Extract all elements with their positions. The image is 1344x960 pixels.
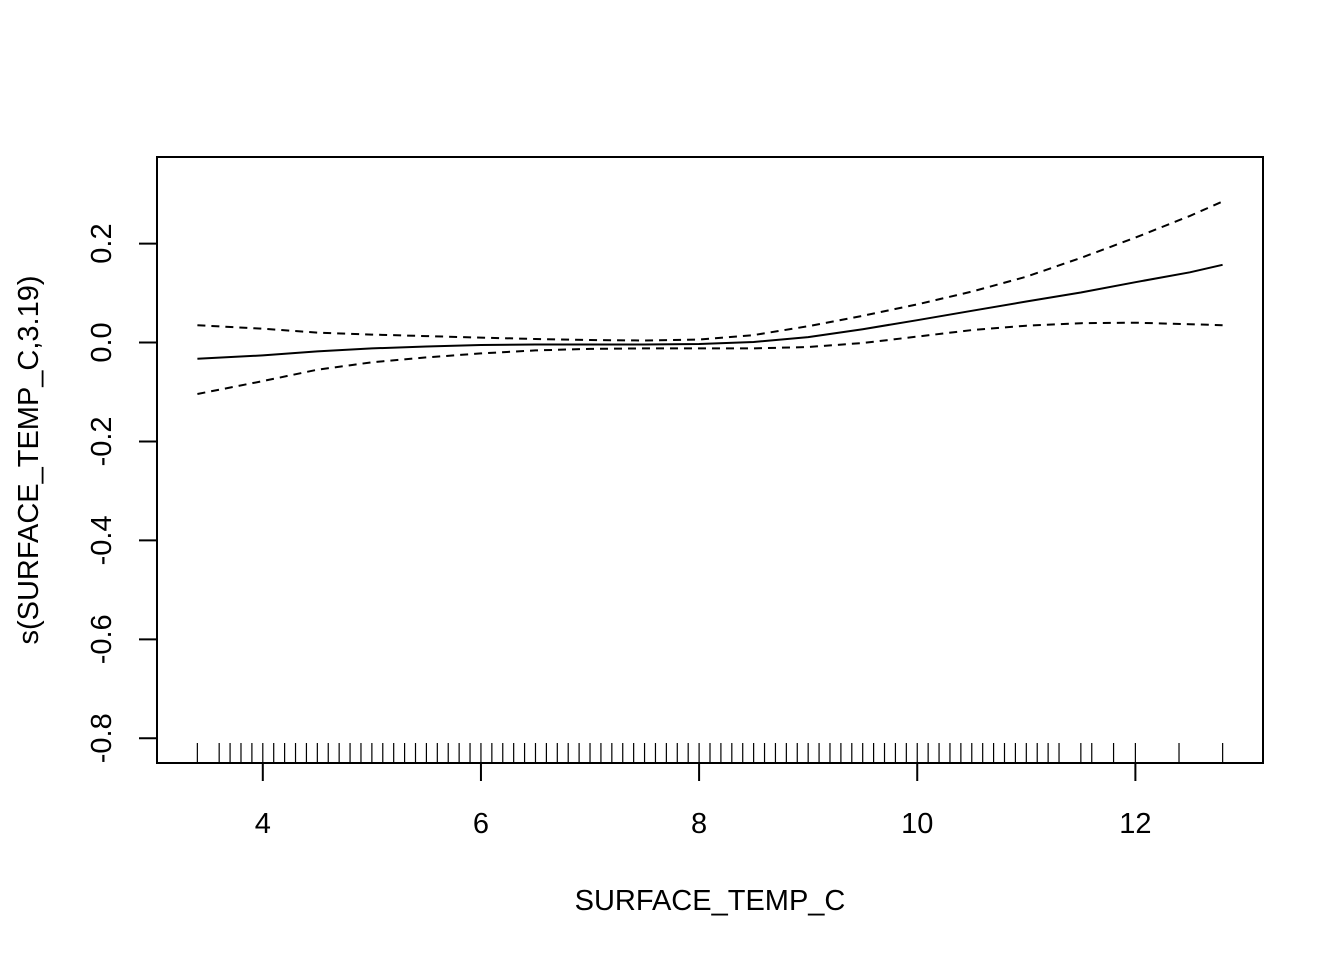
- upper-ci-line: [197, 200, 1224, 342]
- x-tick-label: 10: [901, 808, 933, 840]
- y-tick-label: -0.2: [86, 416, 118, 466]
- x-tick-label: 4: [255, 808, 271, 840]
- plot-frame: [156, 156, 1264, 764]
- x-tick-label: 12: [1119, 808, 1151, 840]
- y-axis: -0.8 -0.6 -0.4 -0.2 0.0 0.2: [86, 223, 157, 763]
- y-tick-label: -0.8: [86, 713, 118, 763]
- series-lines: [197, 200, 1224, 395]
- rug-marks: [196, 743, 1224, 763]
- x-tick-label: 6: [473, 808, 489, 840]
- y-tick-label: 0.2: [86, 223, 118, 263]
- x-axis-title: SURFACE_TEMP_C: [575, 885, 846, 917]
- y-tick-label: -0.6: [86, 614, 118, 664]
- x-axis: 4 6 8 10 12: [255, 763, 1152, 840]
- y-axis-title: s(SURFACE_TEMP_C,3.19): [13, 275, 45, 644]
- y-tick-label: -0.4: [86, 515, 118, 565]
- fit-line: [197, 263, 1223, 360]
- x-tick-label: 8: [691, 808, 707, 840]
- y-tick-label: 0.0: [86, 322, 118, 362]
- lower-ci-line: [197, 321, 1223, 395]
